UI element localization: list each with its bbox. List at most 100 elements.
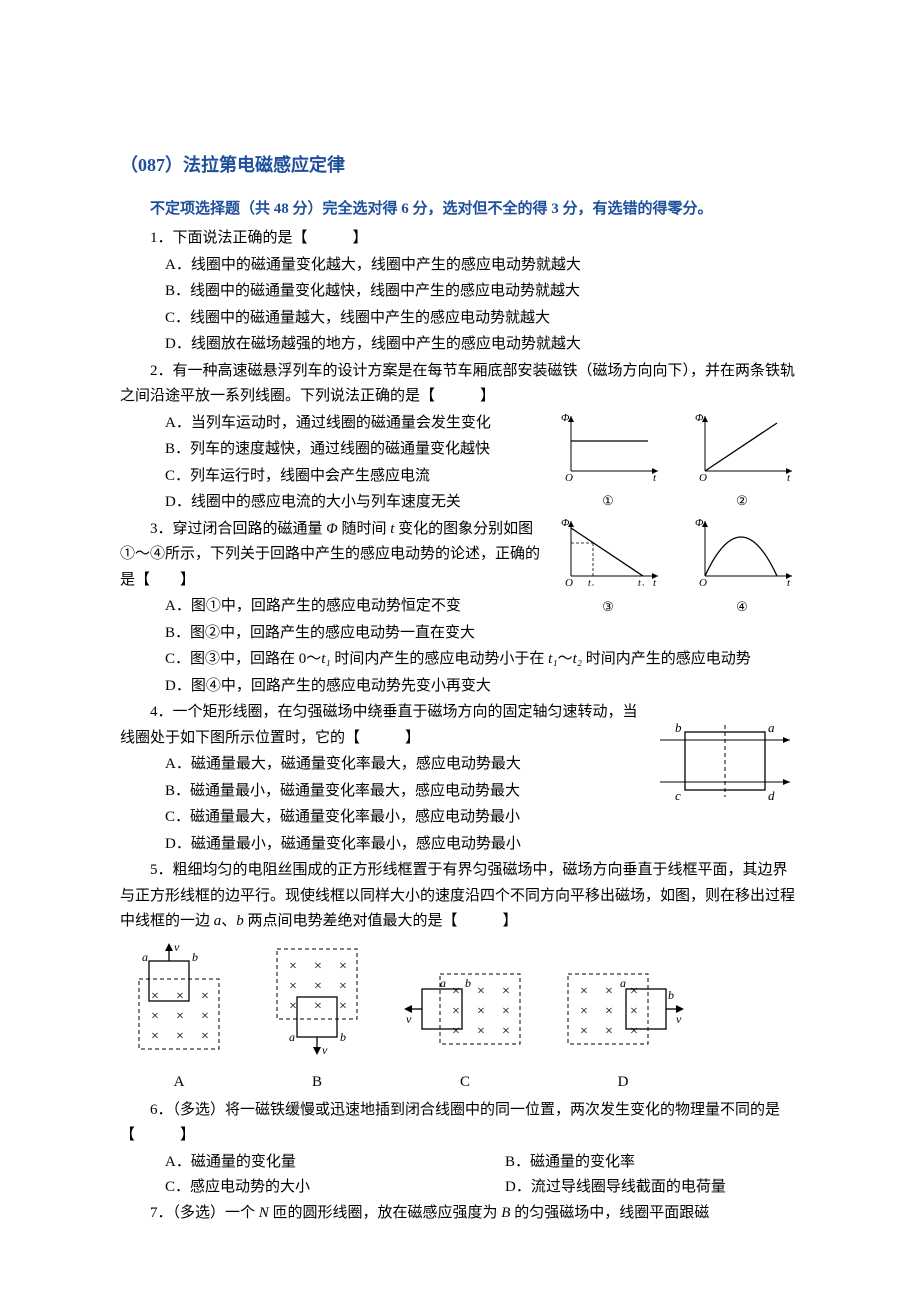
svg-text:×: ×: [605, 1024, 613, 1039]
svg-text:×: ×: [176, 1029, 184, 1044]
svg-text:×: ×: [201, 1009, 209, 1024]
q3c-t1b: t₁: [548, 651, 557, 667]
svg-text:b: b: [465, 976, 471, 990]
svg-text:×: ×: [452, 1024, 460, 1039]
svg-text:×: ×: [314, 959, 322, 974]
svg-text:b: b: [192, 950, 198, 964]
svg-text:O: O: [699, 577, 707, 586]
q3c-t1: t₁: [321, 651, 330, 667]
svg-text:t: t: [787, 472, 791, 481]
q3-cap-1: ①: [550, 490, 666, 512]
svg-text:a: a: [620, 976, 626, 990]
svg-text:×: ×: [580, 1024, 588, 1039]
svg-text:×: ×: [580, 1004, 588, 1019]
svg-text:O: O: [699, 472, 707, 481]
q6-opt-c: C．感应电动势的大小: [120, 1175, 460, 1201]
q7-stem-a: 7．（多选）一个: [150, 1205, 259, 1221]
svg-text:×: ×: [151, 989, 159, 1004]
svg-text:×: ×: [477, 984, 485, 999]
svg-text:×: ×: [630, 1004, 638, 1019]
svg-text:×: ×: [605, 984, 613, 999]
svg-text:t: t: [787, 577, 791, 586]
svg-text:×: ×: [339, 999, 347, 1014]
q5-cap-a: A: [124, 1070, 234, 1096]
svg-text:Φ: Φ: [695, 412, 704, 424]
axis-origin: O: [565, 472, 573, 481]
svg-text:×: ×: [151, 1029, 159, 1044]
q7-stem-b: 匝的圆形线圈，放在磁感应强度为: [269, 1205, 502, 1221]
svg-text:a: a: [440, 976, 446, 990]
svg-text:Φ: Φ: [561, 517, 570, 529]
svg-text:v: v: [676, 1012, 682, 1026]
q3-graph-4: Φ O t ④: [684, 516, 800, 618]
q3c-d: 时间内产生的感应电动势: [582, 651, 751, 667]
svg-text:Φ: Φ: [695, 517, 704, 529]
svg-text:v: v: [322, 1043, 328, 1057]
svg-text:b: b: [340, 1030, 346, 1044]
q3-figure-group: Φ O t ① Φ O t ②: [550, 411, 800, 618]
svg-text:×: ×: [151, 1009, 159, 1024]
svg-text:×: ×: [605, 1004, 613, 1019]
q5-fig-b: ××× ××× ××× a b v B: [262, 939, 372, 1096]
svg-text:×: ×: [452, 984, 460, 999]
q3-graph-1: Φ O t ①: [550, 411, 666, 513]
svg-text:t₂: t₂: [638, 578, 645, 586]
svg-text:a: a: [142, 950, 148, 964]
svg-text:×: ×: [477, 1004, 485, 1019]
svg-text:×: ×: [201, 1029, 209, 1044]
q5-cap-c: C: [400, 1070, 530, 1096]
page-title: （087）法拉第电磁感应定律: [120, 150, 800, 181]
svg-text:×: ×: [314, 979, 322, 994]
svg-text:×: ×: [289, 959, 297, 974]
q3-opt-b: B．图②中，回路产生的感应电动势一直在变大: [120, 621, 800, 647]
q1-opt-d: D．线圈放在磁场越强的地方，线圈中产生的感应电动势就越大: [120, 332, 800, 358]
svg-text:×: ×: [630, 984, 638, 999]
svg-text:×: ×: [176, 989, 184, 1004]
q6-opt-a: A．磁通量的变化量: [120, 1150, 460, 1176]
q5-fig-c: ××× ××× ××× a b v C: [400, 959, 530, 1096]
q3c-c: ～: [558, 651, 573, 667]
q7-n: N: [259, 1205, 269, 1221]
svg-text:v: v: [406, 1012, 412, 1026]
q5-stem: 5．粗细均匀的电阻丝围成的正方形线框置于有界匀强磁场中，磁场方向垂直于线框平面，…: [120, 858, 800, 935]
instruction-text: 不定项选择题（共 48 分）完全选对得 6 分，选对但不全的得 3 分，有选错的…: [120, 197, 800, 223]
svg-text:v: v: [174, 940, 180, 954]
q3-cap-4: ④: [684, 596, 800, 618]
svg-text:×: ×: [289, 999, 297, 1014]
q6-opt-d: D．流过导线圈导线截面的电荷量: [460, 1175, 800, 1201]
q3-opt-c: C．图③中，回路在 0～t₁ 时间内产生的感应电动势小于在 t₁～t₂ 时间内产…: [120, 647, 800, 673]
q3-stem-a: 3．穿过闭合回路的磁通量: [150, 521, 326, 537]
q4-figure: b a c d: [650, 720, 800, 815]
q3-stem-b: 随时间: [338, 521, 391, 537]
svg-text:a: a: [768, 720, 775, 735]
svg-text:×: ×: [339, 959, 347, 974]
svg-text:d: d: [768, 788, 775, 803]
svg-text:×: ×: [201, 989, 209, 1004]
svg-text:×: ×: [176, 1009, 184, 1024]
svg-text:×: ×: [477, 1024, 485, 1039]
svg-text:×: ×: [502, 1004, 510, 1019]
q1-opt-b: B．线圈中的磁通量变化越快，线圈中产生的感应电动势就越大: [120, 279, 800, 305]
q5-stem-b: 、: [221, 913, 236, 929]
q7-stem: 7．（多选）一个 N 匝的圆形线圈，放在磁感应强度为 B 的匀强磁场中，线圈平面…: [120, 1201, 800, 1227]
q1-stem: 1．下面说法正确的是【 】: [120, 226, 800, 252]
svg-text:O: O: [565, 577, 573, 586]
q3c-b: 时间内产生的感应电动势小于在: [331, 651, 549, 667]
svg-text:×: ×: [314, 999, 322, 1014]
svg-text:×: ×: [502, 1024, 510, 1039]
svg-text:b: b: [675, 720, 682, 735]
svg-text:c: c: [675, 788, 681, 803]
q3-cap-3: ③: [550, 596, 666, 618]
q3-phi: Φ: [326, 521, 337, 537]
svg-text:×: ×: [289, 979, 297, 994]
svg-text:a: a: [289, 1030, 295, 1044]
q6-stem: 6．（多选）将一磁铁缓慢或迅速地插到闭合线圈中的同一位置，两次发生变化的物理量不…: [120, 1098, 800, 1149]
q4-opt-d: D．磁通量最小，磁通量变化率最小，感应电动势最小: [120, 832, 800, 858]
q5-cap-d: D: [558, 1070, 688, 1096]
q5-stem-c: 两点间电势差绝对值最大的是【 】: [244, 913, 518, 929]
axis-t: t: [653, 472, 657, 481]
svg-text:t: t: [653, 577, 657, 586]
svg-text:×: ×: [339, 979, 347, 994]
q3-graph-3: Φ O t₁ t₂ t ③: [550, 516, 666, 618]
q2-stem: 2．有一种高速磁悬浮列车的设计方案是在每节车厢底部安装磁铁（磁场方向向下），并在…: [120, 359, 800, 410]
